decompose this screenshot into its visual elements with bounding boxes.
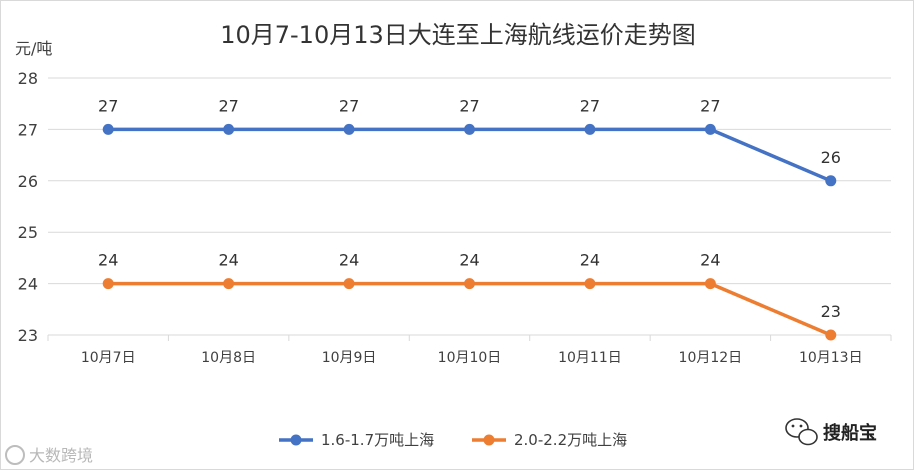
legend: 1.6-1.7万吨上海 2.0-2.2万吨上海 xyxy=(279,431,627,449)
data-label: 24 xyxy=(218,251,238,270)
wechat-icon xyxy=(785,418,818,446)
data-label: 24 xyxy=(339,251,359,270)
data-point xyxy=(825,329,837,341)
gridlines xyxy=(48,77,891,336)
y-tick-label: 27 xyxy=(18,120,38,139)
data-label: 24 xyxy=(580,251,600,270)
y-tick-label: 25 xyxy=(18,223,38,242)
x-tick-label: 10月8日 xyxy=(201,350,256,366)
y-tick-label: 23 xyxy=(18,326,38,345)
series-line xyxy=(108,127,832,183)
data-point xyxy=(343,123,355,135)
x-tick-label: 10月9日 xyxy=(322,350,377,366)
y-tick-label: 26 xyxy=(18,172,38,191)
x-tick-label: 10月12日 xyxy=(679,350,743,366)
x-tick-label: 10月7日 xyxy=(81,350,136,366)
data-label: 24 xyxy=(700,251,720,270)
data-point xyxy=(464,278,475,290)
y-tick-label: 28 xyxy=(18,69,38,88)
data-label: 27 xyxy=(459,96,479,115)
series-line xyxy=(108,281,832,337)
data-label: 24 xyxy=(459,251,479,270)
data-point xyxy=(704,123,716,135)
data-label: 23 xyxy=(821,302,841,321)
data-point xyxy=(223,278,235,290)
brand-mark: 搜船宝 xyxy=(785,418,877,446)
data-point xyxy=(223,123,235,135)
data-point xyxy=(464,123,475,135)
brand-name: 搜船宝 xyxy=(823,422,877,444)
chart-title: 10月7-10月13日大连至上海航线运价走势图 xyxy=(220,21,696,49)
legend-marker xyxy=(483,434,495,446)
data-point xyxy=(102,123,114,135)
data-point xyxy=(343,278,355,290)
data-point xyxy=(704,278,716,290)
x-tick-label: 10月11日 xyxy=(558,350,622,366)
y-tick-label: 24 xyxy=(18,275,38,294)
watermark-logo-icon xyxy=(5,445,25,465)
data-label: 27 xyxy=(580,96,600,115)
data-label: 24 xyxy=(98,251,118,270)
watermark: 大数跨境 xyxy=(5,445,93,465)
data-point xyxy=(102,278,114,290)
legend-label: 1.6-1.7万吨上海 xyxy=(321,431,434,449)
legend-marker xyxy=(290,434,302,446)
watermark-text: 大数跨境 xyxy=(29,446,93,465)
data-point xyxy=(584,278,596,290)
x-axis-ticks: 10月7日 10月8日 10月9日 10月10日 10月11日 10月12日 10月13日 xyxy=(47,335,892,366)
legend-label: 2.0-2.2万吨上海 xyxy=(514,431,627,449)
data-point xyxy=(825,175,837,187)
data-label: 27 xyxy=(339,96,359,115)
x-tick-label: 10月13日 xyxy=(799,350,863,366)
x-tick-label: 10月10日 xyxy=(438,350,502,366)
y-axis-ticks: 23 24 25 26 27 28 xyxy=(18,69,38,345)
data-label: 27 xyxy=(98,96,118,115)
data-label: 26 xyxy=(821,148,841,167)
series-lines: 27 27 27 27 27 27 26 24 24 24 24 24 24 23 xyxy=(98,96,841,341)
data-point xyxy=(584,123,596,135)
y-axis-unit: 元/吨 xyxy=(15,39,52,58)
data-label: 27 xyxy=(218,96,238,115)
data-label: 27 xyxy=(700,96,720,115)
